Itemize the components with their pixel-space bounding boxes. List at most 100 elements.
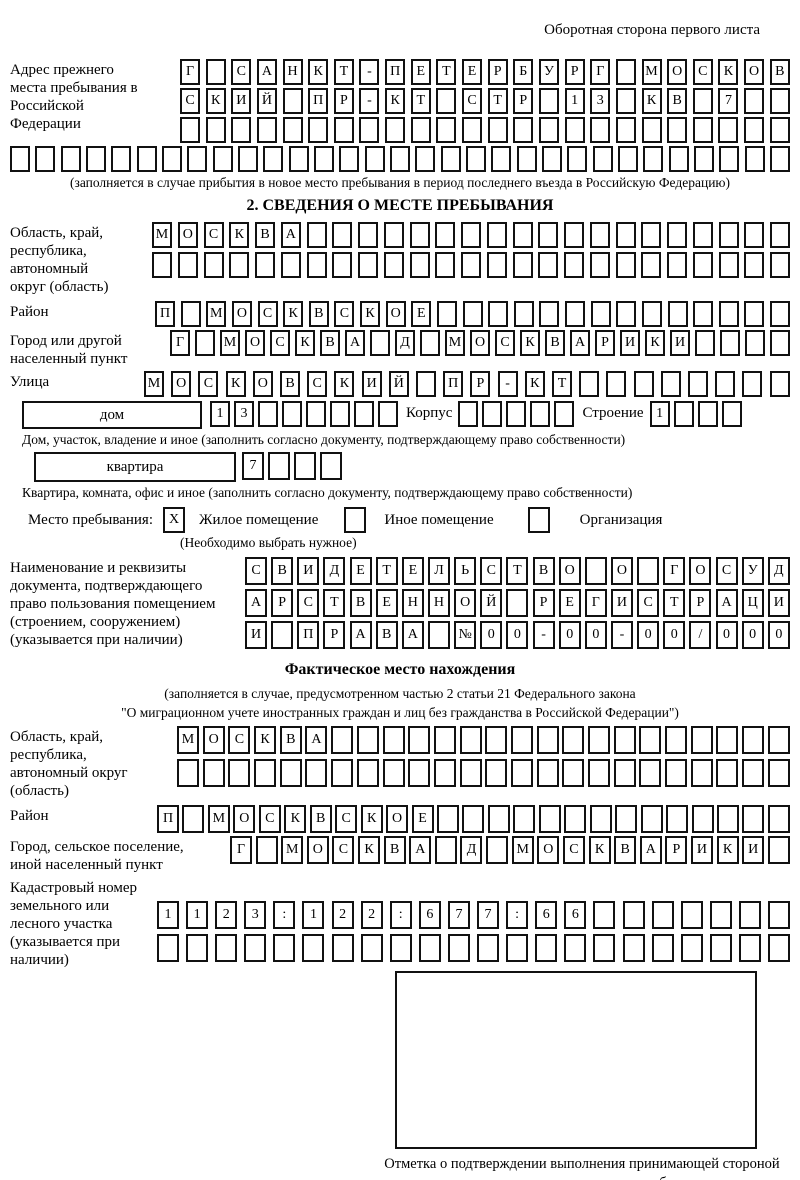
char-box[interactable]: И <box>767 589 790 617</box>
char-box[interactable] <box>538 252 559 278</box>
char-box[interactable]: 1 <box>649 401 670 427</box>
char-box[interactable]: К <box>295 330 315 356</box>
char-box[interactable]: Т <box>552 371 573 397</box>
char-box[interactable] <box>205 117 226 143</box>
char-box[interactable]: К <box>718 59 739 85</box>
char-box[interactable]: О <box>252 371 273 397</box>
char-box[interactable] <box>564 934 587 962</box>
char-box[interactable]: С <box>462 88 483 114</box>
char-box[interactable]: Р <box>564 59 585 85</box>
char-box[interactable]: П <box>308 88 329 114</box>
char-box[interactable] <box>767 934 790 962</box>
checkbox-zhiloe[interactable]: X <box>163 507 185 533</box>
char-box[interactable] <box>487 117 508 143</box>
char-box[interactable] <box>513 805 536 833</box>
char-box[interactable]: У <box>538 59 559 85</box>
char-box[interactable]: М <box>511 836 534 864</box>
char-box[interactable] <box>306 222 327 248</box>
char-box[interactable] <box>516 146 537 172</box>
char-box[interactable]: Г <box>663 557 686 585</box>
char-box[interactable] <box>588 759 610 787</box>
char-box[interactable] <box>85 146 106 172</box>
char-box[interactable]: П <box>155 301 175 327</box>
char-box[interactable]: 0 <box>584 621 607 649</box>
char-box[interactable] <box>354 401 374 427</box>
char-box[interactable]: Р <box>689 589 712 617</box>
char-box[interactable] <box>356 759 379 787</box>
char-box[interactable] <box>767 805 790 833</box>
char-box[interactable] <box>420 330 440 356</box>
char-box[interactable]: С <box>637 589 660 617</box>
char-box[interactable] <box>651 934 674 962</box>
char-box[interactable]: В <box>667 88 688 114</box>
char-box[interactable] <box>358 222 378 248</box>
char-box[interactable]: Й <box>480 589 503 617</box>
char-box[interactable] <box>180 301 201 327</box>
char-box[interactable]: Е <box>462 59 483 85</box>
char-box[interactable]: Г <box>180 59 200 85</box>
char-box[interactable] <box>744 222 765 248</box>
char-box[interactable] <box>306 252 327 278</box>
char-box[interactable]: Р <box>665 836 688 864</box>
char-box[interactable] <box>691 805 714 833</box>
char-box[interactable]: С <box>297 589 320 617</box>
char-box[interactable] <box>203 252 224 278</box>
char-box[interactable]: О <box>177 222 198 248</box>
char-box[interactable] <box>667 301 688 327</box>
char-box[interactable] <box>339 146 360 172</box>
char-box[interactable]: Р <box>323 621 346 649</box>
char-box[interactable] <box>282 117 303 143</box>
char-box[interactable] <box>461 252 481 278</box>
char-box[interactable] <box>382 726 405 754</box>
char-box[interactable] <box>709 934 732 962</box>
char-box[interactable]: Й <box>256 88 277 114</box>
char-box[interactable] <box>692 222 713 248</box>
checkbox-inoe[interactable] <box>344 507 367 533</box>
char-box[interactable] <box>359 117 380 143</box>
char-box[interactable] <box>564 252 584 278</box>
char-box[interactable] <box>690 759 713 787</box>
char-box[interactable]: Е <box>375 589 398 617</box>
char-box[interactable]: Й <box>388 371 409 397</box>
char-box[interactable] <box>136 146 157 172</box>
char-box[interactable]: Т <box>487 88 508 114</box>
char-box[interactable] <box>186 934 209 962</box>
char-box[interactable]: В <box>320 330 340 356</box>
char-box[interactable] <box>615 805 638 833</box>
char-box[interactable]: О <box>470 330 490 356</box>
char-box[interactable] <box>567 146 588 172</box>
char-box[interactable] <box>485 726 508 754</box>
char-box[interactable] <box>513 301 534 327</box>
char-box[interactable]: М <box>144 371 164 397</box>
char-box[interactable]: В <box>280 371 301 397</box>
char-box[interactable] <box>408 759 431 787</box>
char-box[interactable] <box>538 117 559 143</box>
char-box[interactable]: В <box>308 301 329 327</box>
char-box[interactable] <box>418 934 441 962</box>
char-box[interactable] <box>415 146 436 172</box>
char-box[interactable]: И <box>690 836 713 864</box>
char-box[interactable] <box>641 117 662 143</box>
char-box[interactable]: К <box>254 726 277 754</box>
char-box[interactable]: Г <box>230 836 252 864</box>
char-box[interactable] <box>718 117 739 143</box>
char-box[interactable]: С <box>332 836 355 864</box>
char-box[interactable]: 0 <box>663 621 686 649</box>
char-box[interactable] <box>459 759 482 787</box>
char-box[interactable]: О <box>385 301 406 327</box>
char-box[interactable]: Р <box>532 589 555 617</box>
char-box[interactable] <box>385 117 406 143</box>
char-box[interactable]: О <box>610 557 633 585</box>
char-box[interactable] <box>389 146 410 172</box>
char-box[interactable]: Ь <box>454 557 477 585</box>
char-box[interactable]: К <box>588 836 611 864</box>
char-box[interactable]: П <box>157 805 179 833</box>
char-box[interactable] <box>35 146 56 172</box>
char-box[interactable] <box>592 146 613 172</box>
char-box[interactable] <box>770 301 790 327</box>
char-box[interactable] <box>237 146 258 172</box>
char-box[interactable] <box>482 401 503 427</box>
char-box[interactable] <box>180 117 200 143</box>
char-box[interactable]: О <box>386 805 409 833</box>
char-box[interactable]: К <box>520 330 540 356</box>
